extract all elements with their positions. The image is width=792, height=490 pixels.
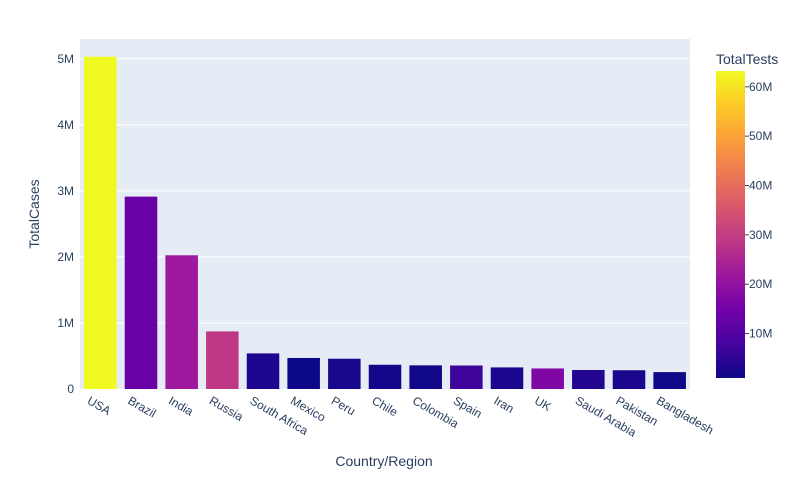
- y-tick-label: 4M: [57, 118, 74, 132]
- x-tick-label: Bangladesh: [654, 393, 716, 437]
- colorbar: TotalTests 10M 20M 30M 40M 50M 60M: [716, 51, 778, 378]
- bar[interactable]: [409, 365, 442, 389]
- bar[interactable]: [368, 364, 402, 389]
- bar[interactable]: [612, 370, 646, 389]
- bar[interactable]: [450, 365, 483, 389]
- bars: [84, 56, 686, 389]
- bar[interactable]: [328, 358, 361, 389]
- colorbar-tick-label: 30M: [749, 228, 772, 242]
- bar[interactable]: [124, 196, 158, 389]
- colorbar-tick-label: 20M: [749, 277, 772, 291]
- bar[interactable]: [653, 372, 686, 389]
- bar[interactable]: [490, 367, 524, 389]
- bar[interactable]: [531, 368, 564, 389]
- bar[interactable]: [206, 331, 239, 389]
- x-tick-label: Brazil: [126, 393, 159, 420]
- colorbar-tick-label: 10M: [749, 327, 772, 341]
- x-tick-label: Chile: [370, 393, 401, 419]
- bar[interactable]: [287, 357, 320, 389]
- x-tick-label: Russia: [207, 393, 246, 424]
- y-tick-label: 5M: [57, 52, 74, 66]
- colorbar-tick-label: 40M: [749, 179, 772, 193]
- colorbar-tick-label: 60M: [749, 80, 772, 94]
- bar[interactable]: [246, 353, 280, 389]
- x-axis-title: Country/Region: [335, 453, 432, 469]
- bar[interactable]: [165, 255, 198, 389]
- colorbar-title: TotalTests: [716, 51, 778, 67]
- y-tick-label: 0: [67, 382, 74, 396]
- x-tick-label: UK: [532, 393, 553, 413]
- y-axis-ticks: 0 1M 2M 3M 4M 5M: [57, 52, 74, 396]
- y-tick-label: 3M: [57, 184, 74, 198]
- bar[interactable]: [84, 56, 117, 389]
- y-tick-label: 1M: [57, 316, 74, 330]
- x-tick-label: India: [166, 393, 196, 418]
- bar[interactable]: [572, 369, 605, 389]
- y-tick-label: 2M: [57, 250, 74, 264]
- x-tick-label: USA: [85, 393, 113, 417]
- colorbar-gradient: [716, 71, 745, 378]
- x-tick-label: Iran: [492, 393, 517, 415]
- x-tick-label: Peru: [329, 393, 358, 418]
- y-axis-title: TotalCases: [26, 179, 42, 248]
- colorbar-tick-label: 50M: [749, 129, 772, 143]
